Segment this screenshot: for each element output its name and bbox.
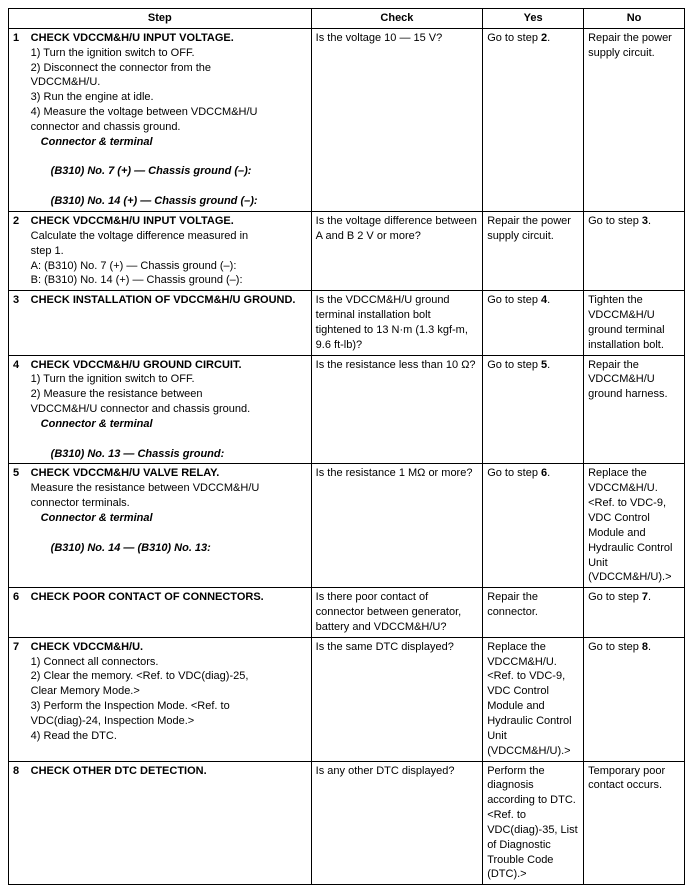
step-cell: CHECK VDCCM&H/U INPUT VOLTAGE. Calculate … [29,211,312,290]
step-cell: CHECK INSTALLATION OF VDCCM&H/U GROUND. [29,291,312,355]
step-line: 1) Turn the ignition switch to OFF. [31,47,195,59]
step-title: CHECK VDCCM&H/U VALVE RELAY. [31,467,220,479]
step-ref: 7 [642,591,648,603]
step-line: VDC(diag)-24, Inspection Mode.> [31,715,195,727]
check-cell: Is the resistance less than 10 Ω? [311,355,483,464]
step-line: Connector & terminal [31,511,307,526]
step-line: (B310) No. 14 — (B310) No. 13: [31,541,307,556]
yes-cell: Repair the connector. [483,588,584,638]
step-line: Connector & terminal [31,417,307,432]
step-ref: 3 [642,215,648,227]
step-cell: CHECK POOR CONTACT OF CONNECTORS. [29,588,312,638]
step-number: 8 [9,761,29,885]
header-step: Step [9,9,312,29]
step-ref: 5 [541,359,547,371]
step-line: step 1. [31,245,64,257]
step-cell: CHECK VDCCM&H/U VALVE RELAY. Measure the … [29,464,312,588]
check-cell: Is there poor contact of connector betwe… [311,588,483,638]
yes-cell: Go to step 5. [483,355,584,464]
step-line: 3) Run the engine at idle. [31,91,154,103]
step-cell: CHECK VDCCM&H/U INPUT VOLTAGE. 1) Turn th… [29,28,312,211]
table-row: 6CHECK POOR CONTACT OF CONNECTORS. Is the… [9,588,685,638]
yes-cell: Replace the VDCCM&H/U. <Ref. to VDC-9, V… [483,637,584,761]
step-cell: CHECK VDCCM&H/U GROUND CIRCUIT. 1) Turn t… [29,355,312,464]
step-cell: CHECK VDCCM&H/U. 1) Connect all connector… [29,637,312,761]
no-cell: Go to step 8. [584,637,685,761]
step-line: connector and chassis ground. [31,121,181,133]
yes-cell: Go to step 6. [483,464,584,588]
step-line: 1) Turn the ignition switch to OFF. [31,373,195,385]
step-title: CHECK INSTALLATION OF VDCCM&H/U GROUND. [31,294,296,306]
yes-cell: Go to step 4. [483,291,584,355]
step-line: 4) Read the DTC. [31,730,117,742]
step-line: Clear Memory Mode.> [31,685,140,697]
step-title: CHECK VDCCM&H/U. [31,641,143,653]
table-row: 2CHECK VDCCM&H/U INPUT VOLTAGE. Calculate… [9,211,685,290]
check-cell: Is the resistance 1 MΩ or more? [311,464,483,588]
step-line: B: (B310) No. 14 (+) — Chassis ground (–… [31,274,243,286]
no-cell: Temporary poor contact occurs. [584,761,685,885]
step-title: CHECK VDCCM&H/U INPUT VOLTAGE. [31,32,234,44]
no-cell: Repair the power supply circuit. [584,28,685,211]
step-line: (B310) No. 13 — Chassis ground: [31,447,307,462]
step-title: CHECK VDCCM&H/U GROUND CIRCUIT. [31,359,242,371]
check-cell: Is any other DTC displayed? [311,761,483,885]
step-title: CHECK OTHER DTC DETECTION. [31,765,207,777]
step-line: Measure the resistance between VDCCM&H/U [31,482,260,494]
step-line: 2) Clear the memory. <Ref. to VDC(diag)-… [31,670,249,682]
step-line: A: (B310) No. 7 (+) — Chassis ground (–)… [31,260,237,272]
header-no: No [584,9,685,29]
step-number: 2 [9,211,29,290]
step-ref: 6 [541,467,547,479]
step-ref: 4 [541,294,547,306]
table-row: 3CHECK INSTALLATION OF VDCCM&H/U GROUND.… [9,291,685,355]
step-line: VDCCM&H/U. [31,76,101,88]
step-title: CHECK VDCCM&H/U INPUT VOLTAGE. [31,215,234,227]
table-row: 7CHECK VDCCM&H/U. 1) Connect all connecto… [9,637,685,761]
table-row: 4CHECK VDCCM&H/U GROUND CIRCUIT. 1) Turn … [9,355,685,464]
no-cell: Go to step 3. [584,211,685,290]
check-cell: Is the same DTC displayed? [311,637,483,761]
step-line: 1) Connect all connectors. [31,656,159,668]
step-title: CHECK POOR CONTACT OF CONNECTORS. [31,591,264,603]
step-line: VDCCM&H/U connector and chassis ground. [31,403,250,415]
step-number: 5 [9,464,29,588]
step-number: 6 [9,588,29,638]
header-check: Check [311,9,483,29]
table-row: 5CHECK VDCCM&H/U VALVE RELAY. Measure the… [9,464,685,588]
no-cell: Go to step 7. [584,588,685,638]
check-cell: Is the VDCCM&H/U ground terminal install… [311,291,483,355]
yes-cell: Perform the diagnosis according to DTC. … [483,761,584,885]
step-line: Calculate the voltage difference measure… [31,230,249,242]
yes-cell: Go to step 2. [483,28,584,211]
step-line: (B310) No. 14 (+) — Chassis ground (–): [31,194,307,209]
step-cell: CHECK OTHER DTC DETECTION. [29,761,312,885]
step-ref: 2 [541,32,547,44]
step-line: 2) Disconnect the connector from the [31,62,211,74]
step-line: connector terminals. [31,497,130,509]
table-header-row: Step Check Yes No [9,9,685,29]
check-cell: Is the voltage 10 — 15 V? [311,28,483,211]
step-number: 3 [9,291,29,355]
step-number: 1 [9,28,29,211]
step-number: 4 [9,355,29,464]
no-cell: Tighten the VDCCM&H/U ground terminal in… [584,291,685,355]
table-row: 8CHECK OTHER DTC DETECTION. Is any other … [9,761,685,885]
step-line: Connector & terminal [31,135,307,150]
diagnostic-table: Step Check Yes No 1CHECK VDCCM&H/U INPUT… [8,8,685,885]
yes-cell: Repair the power supply circuit. [483,211,584,290]
step-line: (B310) No. 7 (+) — Chassis ground (–): [31,164,307,179]
step-line: 2) Measure the resistance between [31,388,203,400]
step-line: 4) Measure the voltage between VDCCM&H/U [31,106,258,118]
no-cell: Repair the VDCCM&H/U ground harness. [584,355,685,464]
step-number: 7 [9,637,29,761]
check-cell: Is the voltage difference between A and … [311,211,483,290]
step-line: 3) Perform the Inspection Mode. <Ref. to [31,700,230,712]
no-cell: Replace the VDCCM&H/U. <Ref. to VDC-9, V… [584,464,685,588]
step-ref: 8 [642,641,648,653]
table-row: 1CHECK VDCCM&H/U INPUT VOLTAGE. 1) Turn t… [9,28,685,211]
header-yes: Yes [483,9,584,29]
